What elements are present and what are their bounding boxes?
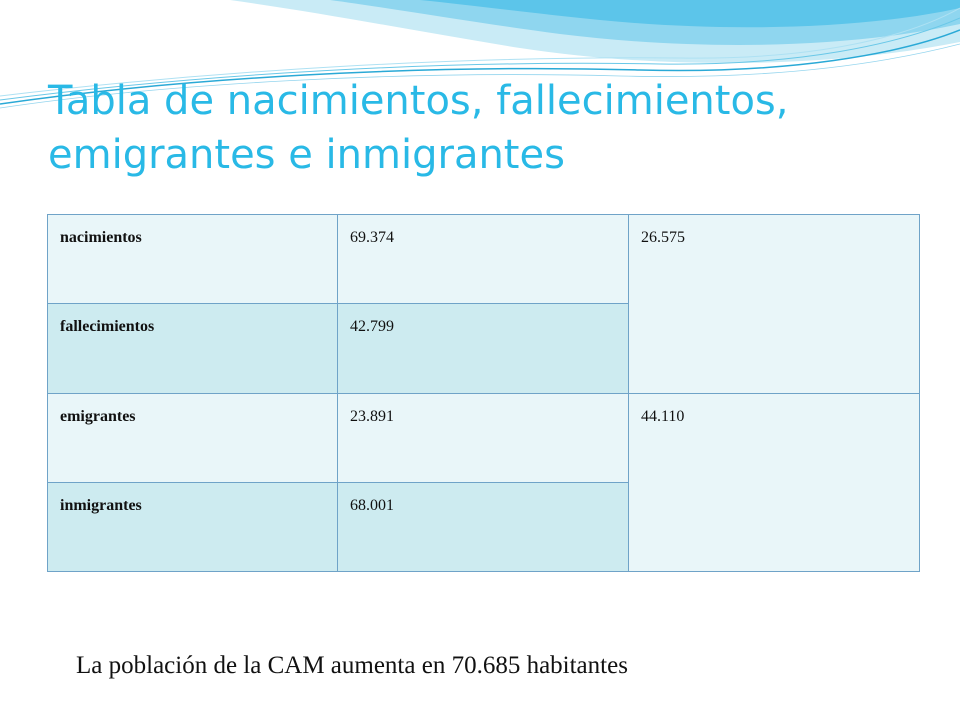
row-label: nacimientos	[47, 213, 338, 305]
statistics-table: nacimientos 69.374 26.575 fallecimientos…	[47, 213, 920, 573]
row-label: emigrantes	[47, 392, 338, 483]
row-value: 23.891	[337, 392, 629, 483]
row-label: fallecimientos	[47, 303, 338, 394]
population-summary: La población de la CAM aumenta en 70.685…	[76, 652, 628, 679]
table-row: emigrantes 23.891 44.110	[47, 392, 920, 572]
row-value: 42.799	[337, 303, 629, 394]
row-value: 68.001	[337, 481, 629, 573]
table-row: inmigrantes 68.001	[47, 481, 920, 573]
row-value: 69.374	[337, 213, 629, 305]
table-row: nacimientos 69.374 26.575	[47, 213, 920, 394]
table-row: fallecimientos 42.799	[47, 303, 920, 394]
merged-difference-cell: 44.110	[628, 392, 920, 572]
merged-difference-cell: 26.575	[628, 214, 920, 394]
header-wave-decoration	[0, 0, 960, 109]
slide-title: Tabla de nacimientos, fallecimientos, em…	[48, 78, 789, 178]
row-label: inmigrantes	[47, 481, 338, 573]
